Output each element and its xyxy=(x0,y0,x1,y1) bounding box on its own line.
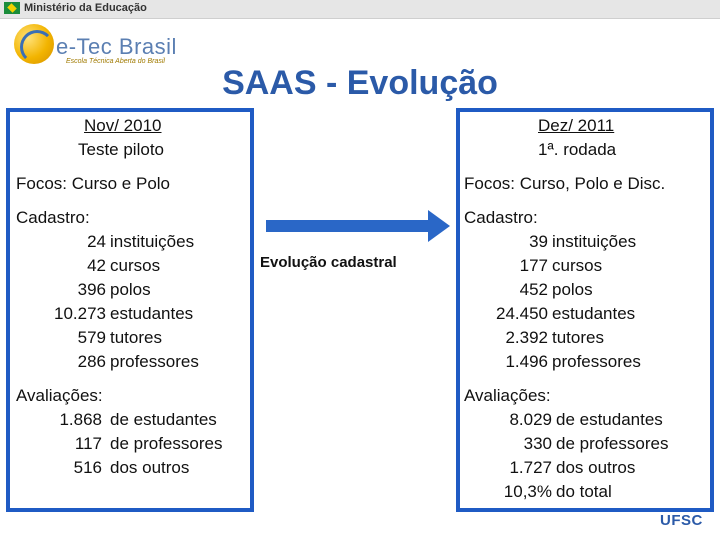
arrow-head-icon xyxy=(428,210,450,242)
left-subtitle: Teste piloto xyxy=(78,140,164,159)
right-avaliacao-label: de estudantes xyxy=(556,410,663,429)
right-cadastro-label-item: instituições xyxy=(552,232,637,251)
right-avaliacoes-label: Avaliações: xyxy=(464,386,551,405)
right-cadastro-label-item: tutores xyxy=(552,328,604,347)
right-cadastro-label-item: polos xyxy=(552,280,593,299)
right-cadastro-label-item: estudantes xyxy=(552,304,636,323)
right-cadastro-label-item: cursos xyxy=(552,256,603,275)
left-panel xyxy=(6,108,254,512)
right-cadastro-value: 452 xyxy=(519,280,548,299)
right-avaliacao-label: de professores xyxy=(556,434,669,453)
left-cadastro-label-item: tutores xyxy=(110,328,162,347)
right-avaliacao-value: 1.727 xyxy=(509,458,552,477)
left-cadastro-value: 286 xyxy=(77,352,106,371)
left-cadastro-value: 579 xyxy=(77,328,106,347)
left-cadastro-label-item: estudantes xyxy=(110,304,194,323)
left-avaliacao-label: dos outros xyxy=(110,458,190,477)
left-cadastro-value: 42 xyxy=(87,256,106,275)
left-date: Nov/ 2010 xyxy=(84,116,162,135)
brand-name: e-Tec Brasil xyxy=(56,34,177,59)
right-cadastro-value: 24.450 xyxy=(496,304,548,323)
right-avaliacao-value: 8.029 xyxy=(509,410,552,429)
left-cadastro-label-item: polos xyxy=(110,280,151,299)
right-cadastro-label: Cadastro: xyxy=(464,208,538,227)
etec-globe-icon xyxy=(14,24,54,64)
right-cadastro-label-item: professores xyxy=(552,352,641,371)
right-subtitle: 1ª. rodada xyxy=(538,140,617,159)
brand-tagline: Escola Técnica Aberta do Brasil xyxy=(66,58,165,65)
left-avaliacao-label: de professores xyxy=(110,434,223,453)
right-avaliacao-label: dos outros xyxy=(556,458,636,477)
left-cadastro-label-item: cursos xyxy=(110,256,161,275)
right-avaliacao-value: 330 xyxy=(523,434,552,453)
right-cadastro-value: 177 xyxy=(519,256,548,275)
ufsc-logo: UFSC xyxy=(660,512,703,529)
left-avaliacao-value: 1.868 xyxy=(59,410,102,429)
left-focus: Focos: Curso e Polo xyxy=(16,174,171,193)
ministry-label: Ministério da Educação xyxy=(24,2,147,14)
right-panel xyxy=(456,108,714,512)
right-cadastro-value: 1.496 xyxy=(505,352,548,371)
left-avaliacao-label: de estudantes xyxy=(110,410,217,429)
right-date: Dez/ 2011 xyxy=(538,116,615,135)
left-cadastro-value: 396 xyxy=(77,280,106,299)
left-cadastro-label-item: professores xyxy=(110,352,199,371)
left-avaliacoes-label: Avaliações: xyxy=(16,386,103,405)
right-cadastro-value: 39 xyxy=(529,232,548,251)
left-cadastro-label-item: instituições xyxy=(110,232,195,251)
right-cadastro-value: 2.392 xyxy=(505,328,548,347)
left-cadastro-label: Cadastro: xyxy=(16,208,90,227)
left-avaliacao-value: 516 xyxy=(73,458,102,477)
brazil-flag-icon xyxy=(4,2,20,14)
left-cadastro-value: 10.273 xyxy=(54,304,106,323)
left-avaliacao-value: 117 xyxy=(74,434,102,453)
middle-label: Evolução cadastral xyxy=(260,254,397,271)
right-avaliacao-value: 10,3% xyxy=(503,482,552,501)
top-bar: Ministério da Educação xyxy=(0,0,720,19)
arrow-right-icon xyxy=(266,220,430,232)
slide-title: SAAS - Evolução xyxy=(222,64,498,102)
right-avaliacao-label: do total xyxy=(556,482,612,501)
left-cadastro-value: 24 xyxy=(87,232,106,251)
right-focus: Focos: Curso, Polo e Disc. xyxy=(464,174,666,193)
